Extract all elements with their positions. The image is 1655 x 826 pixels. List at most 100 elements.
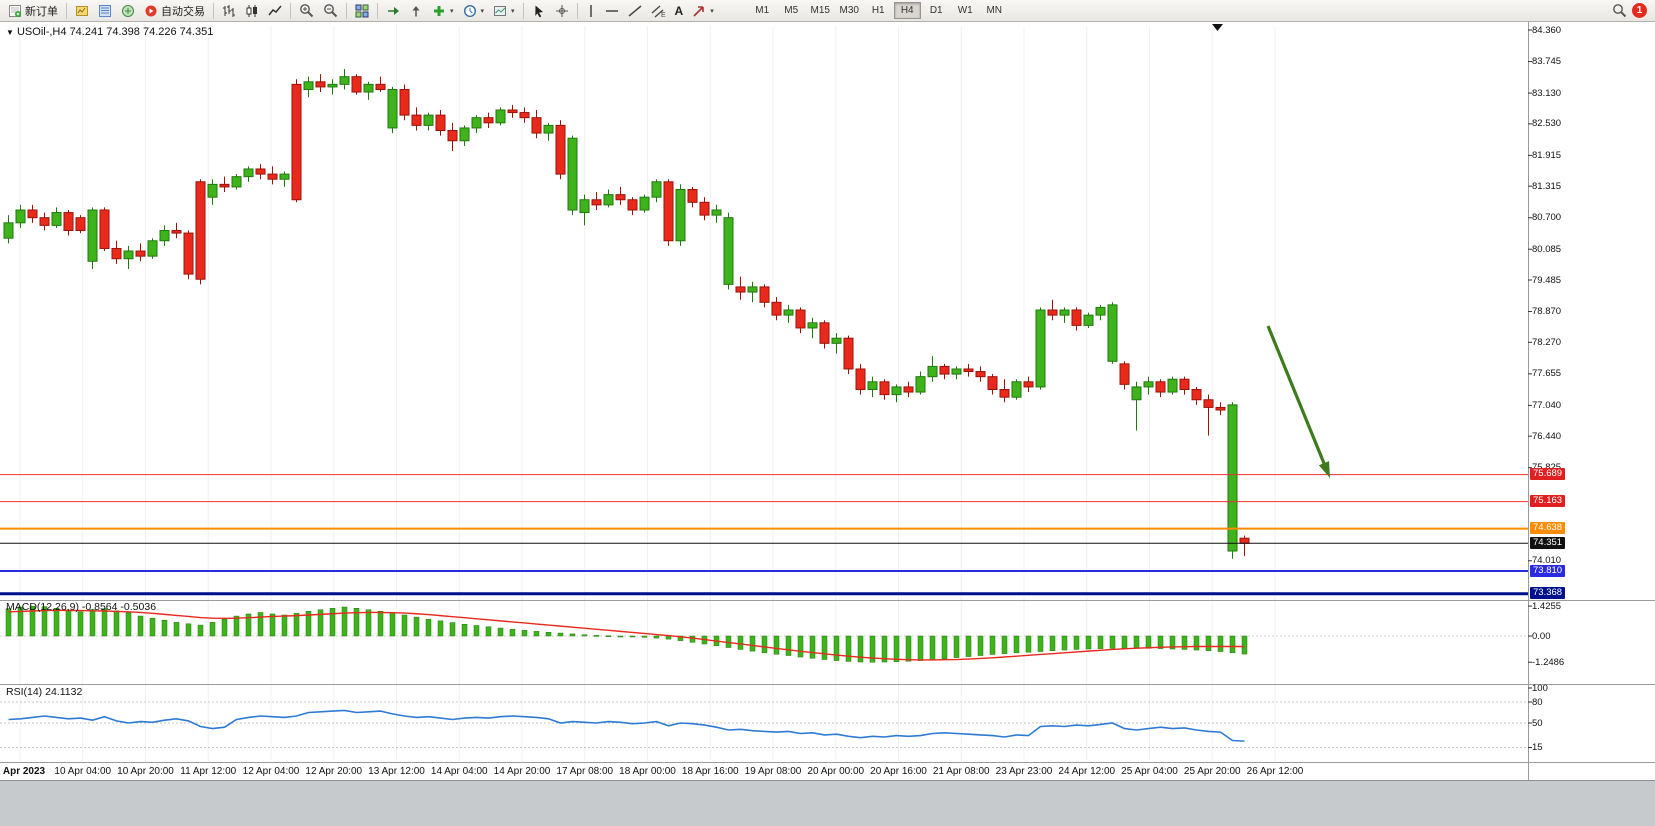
candle: [1023, 381, 1034, 388]
candle: [651, 181, 662, 198]
macd-bar: [557, 632, 564, 637]
macd-bar: [161, 620, 168, 637]
toolbar-separator: [576, 2, 578, 19]
candle: [615, 194, 626, 201]
bar-chart-button[interactable]: [218, 1, 240, 20]
cursor-button[interactable]: [528, 1, 550, 20]
crosshair-icon: [555, 4, 569, 18]
toolbar-separator: [66, 2, 67, 19]
trendline-tool-button[interactable]: [624, 1, 646, 20]
dropdown-caret-icon: ▾: [511, 7, 515, 15]
auto-scroll-button[interactable]: [382, 1, 404, 20]
macd-bar: [269, 613, 276, 637]
candle: [987, 376, 998, 390]
zoom-out-icon: [323, 3, 338, 18]
timeframe-m30-button[interactable]: M30: [836, 2, 863, 19]
candlestick-chart-icon: [245, 4, 259, 18]
candle: [123, 250, 134, 260]
timeframe-m1-button[interactable]: M1: [749, 2, 776, 19]
timeframe-m15-button[interactable]: M15: [807, 2, 834, 19]
candle: [555, 124, 566, 175]
candle: [1143, 381, 1154, 388]
candle: [315, 81, 326, 88]
line-chart-button[interactable]: [264, 1, 286, 20]
svg-text:E: E: [661, 12, 666, 18]
rsi-line: [8, 709, 1245, 742]
chart-shift-marker-icon[interactable]: [1212, 24, 1223, 31]
candle: [1059, 309, 1070, 316]
periods-button[interactable]: ▾: [459, 1, 489, 20]
timeframe-h4-button[interactable]: H4: [893, 2, 921, 19]
annotation-arrow[interactable]: [1266, 325, 1327, 468]
macd-bar: [749, 635, 756, 652]
text-tool-button[interactable]: A: [671, 1, 688, 20]
candle: [135, 250, 146, 257]
candle: [963, 368, 974, 373]
candlestick-chart-button[interactable]: [241, 1, 263, 20]
candle: [15, 209, 26, 224]
macd-bar: [461, 623, 468, 637]
candle: [795, 309, 806, 329]
candle: [579, 199, 590, 214]
candle: [483, 117, 494, 124]
horizontal-line-tool-button[interactable]: [601, 1, 623, 20]
candle: [915, 376, 926, 393]
macd-bar: [1085, 635, 1092, 650]
timeframe-h1-button[interactable]: H1: [865, 2, 892, 19]
tile-windows-button[interactable]: [351, 1, 373, 20]
candle: [675, 188, 686, 242]
template-button[interactable]: ▾: [489, 1, 519, 20]
navigator-button[interactable]: [94, 1, 116, 20]
notification-badge[interactable]: 1: [1632, 3, 1647, 18]
timeframe-mn-button[interactable]: MN: [981, 2, 1008, 19]
macd-bar: [485, 626, 492, 637]
macd-bar: [689, 635, 696, 643]
vertical-line-tool-button[interactable]: [582, 1, 600, 20]
timeframe-d1-button[interactable]: D1: [923, 2, 950, 19]
macd-bar: [893, 635, 900, 662]
candle: [99, 209, 110, 249]
toolbar-separator: [213, 2, 214, 19]
candle: [147, 240, 158, 257]
annotation-arrow-head[interactable]: [1318, 461, 1330, 478]
arrows-tool-button[interactable]: ▾: [688, 1, 718, 20]
candle: [279, 173, 290, 180]
indicators-button[interactable]: ▾: [428, 1, 458, 20]
macd-bar: [341, 606, 348, 637]
candle: [843, 337, 854, 370]
new-order-button[interactable]: 新订单: [4, 1, 62, 20]
crosshair-button[interactable]: [551, 1, 573, 20]
zoom-in-button[interactable]: [295, 1, 318, 20]
chart-shift-button[interactable]: [405, 1, 427, 20]
symbol-dropdown-icon[interactable]: ▼: [6, 28, 14, 37]
candle: [951, 368, 962, 375]
candle: [1083, 314, 1094, 326]
equidistant-channel-button[interactable]: E: [647, 1, 670, 20]
terminal-button[interactable]: [117, 1, 139, 20]
candle: [411, 114, 422, 126]
candle: [759, 286, 770, 303]
candle: [723, 217, 734, 285]
macd-bar: [77, 611, 84, 637]
macd-bar: [605, 635, 612, 638]
search-button[interactable]: [1608, 1, 1631, 20]
timeframe-m5-button[interactable]: M5: [778, 2, 805, 19]
macd-bar: [629, 635, 636, 638]
macd-bar: [641, 635, 648, 638]
equidistant-channel-icon: E: [651, 4, 666, 18]
macd-name: MACD(12,26,9): [6, 601, 79, 613]
macd-bar: [1181, 635, 1188, 650]
candle: [687, 188, 698, 203]
candle: [1239, 537, 1250, 544]
candle: [447, 130, 458, 142]
timeframe-w1-button[interactable]: W1: [952, 2, 979, 19]
autotrading-button[interactable]: 自动交易: [140, 1, 209, 20]
macd-indicator-label: MACD(12,26,9) -0.8564 -0.5036: [6, 601, 156, 613]
macd-bar: [581, 634, 588, 637]
candles-layer: [3, 68, 1250, 559]
zoom-out-button[interactable]: [319, 1, 342, 20]
macd-bar: [509, 629, 516, 637]
candle: [531, 117, 542, 134]
market-watch-button[interactable]: [71, 1, 93, 20]
